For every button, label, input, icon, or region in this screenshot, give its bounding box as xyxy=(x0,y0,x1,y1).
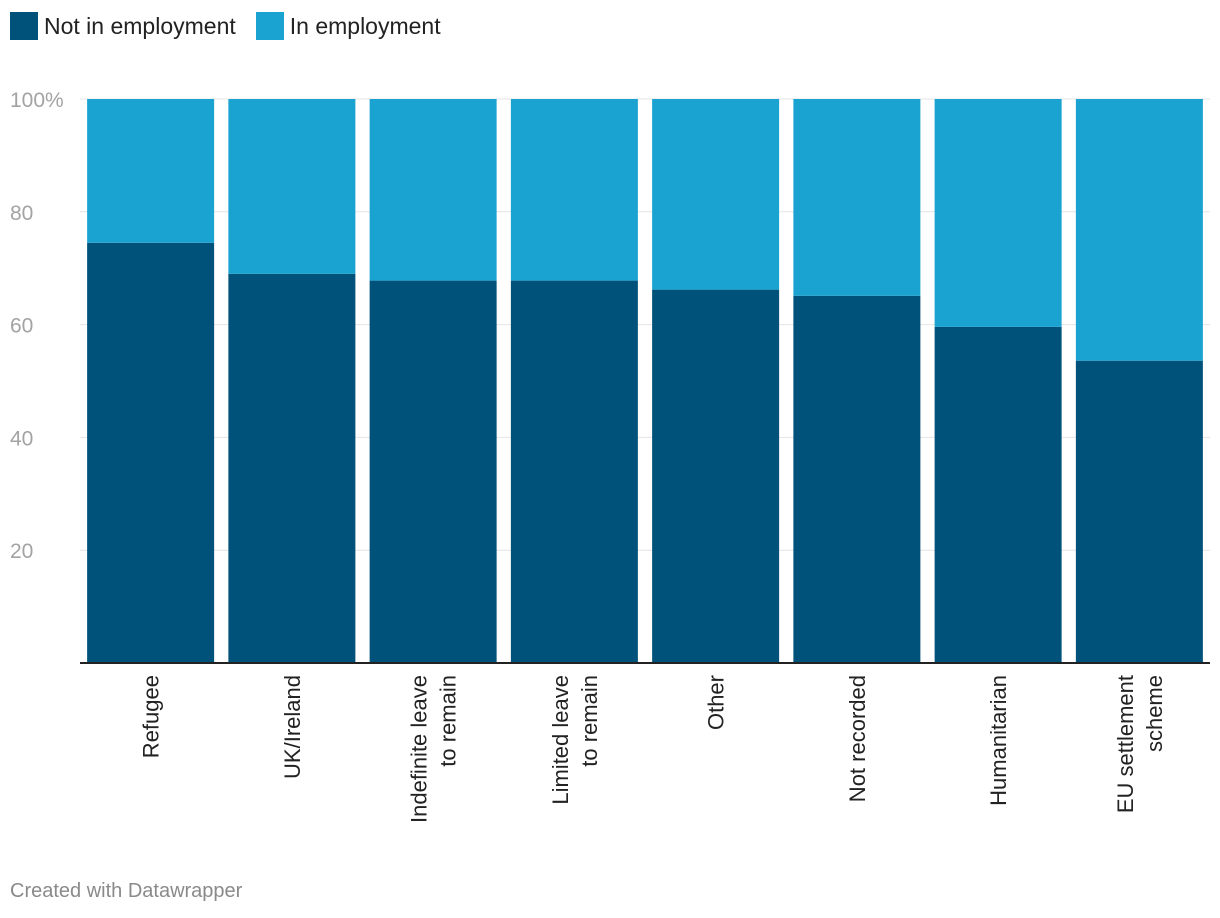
y-tick-label: 40 xyxy=(10,427,33,450)
y-tick-label: 60 xyxy=(10,315,33,338)
y-tick-label: 80 xyxy=(10,202,33,225)
y-tick-label: 100% xyxy=(10,89,64,112)
bar-in-employment xyxy=(510,99,638,281)
x-category-label: Other xyxy=(704,675,729,730)
x-category-label: scheme xyxy=(1142,675,1167,752)
bar-in-employment xyxy=(652,99,780,290)
bar-in-employment xyxy=(87,99,215,243)
legend-label-not-in-employment: Not in employment xyxy=(44,12,236,39)
x-category-label: to remain xyxy=(577,675,602,767)
x-category-label: Not recorded xyxy=(845,675,870,802)
bar-not-in-employment xyxy=(793,295,921,663)
x-category-label: EU settlement xyxy=(1113,675,1138,813)
legend-swatch-in-employment xyxy=(255,12,284,40)
x-category-label: to remain xyxy=(436,675,461,767)
x-category-label: Refugee xyxy=(139,675,164,758)
y-tick-label: 20 xyxy=(10,540,33,563)
bar-in-employment xyxy=(1075,99,1203,361)
bar-not-in-employment xyxy=(510,280,638,663)
bar-in-employment xyxy=(793,99,921,296)
x-category-label: Limited leave xyxy=(548,675,573,805)
bar-in-employment xyxy=(934,99,1062,327)
legend-item-not-in-employment: Not in employment xyxy=(10,12,236,40)
bar-not-in-employment xyxy=(652,289,780,663)
bar-not-in-employment xyxy=(934,326,1062,663)
legend-label-in-employment: In employment xyxy=(289,12,441,39)
bar-in-employment xyxy=(369,99,497,281)
legend-swatch-not-in-employment xyxy=(10,12,38,40)
bar-not-in-employment xyxy=(87,242,215,663)
x-category-label: UK/Ireland xyxy=(280,675,305,779)
bar-not-in-employment xyxy=(1075,360,1203,663)
legend: Not in employment In employment xyxy=(10,12,441,40)
x-category-label: Humanitarian xyxy=(986,675,1011,806)
bar-not-in-employment xyxy=(369,280,497,663)
legend-item-in-employment: In employment xyxy=(255,12,441,40)
bar-in-employment xyxy=(228,99,356,274)
x-category-label: Indefinite leave xyxy=(407,675,432,823)
footer-credit: Created with Datawrapper xyxy=(10,880,243,902)
bar-not-in-employment xyxy=(228,273,356,663)
